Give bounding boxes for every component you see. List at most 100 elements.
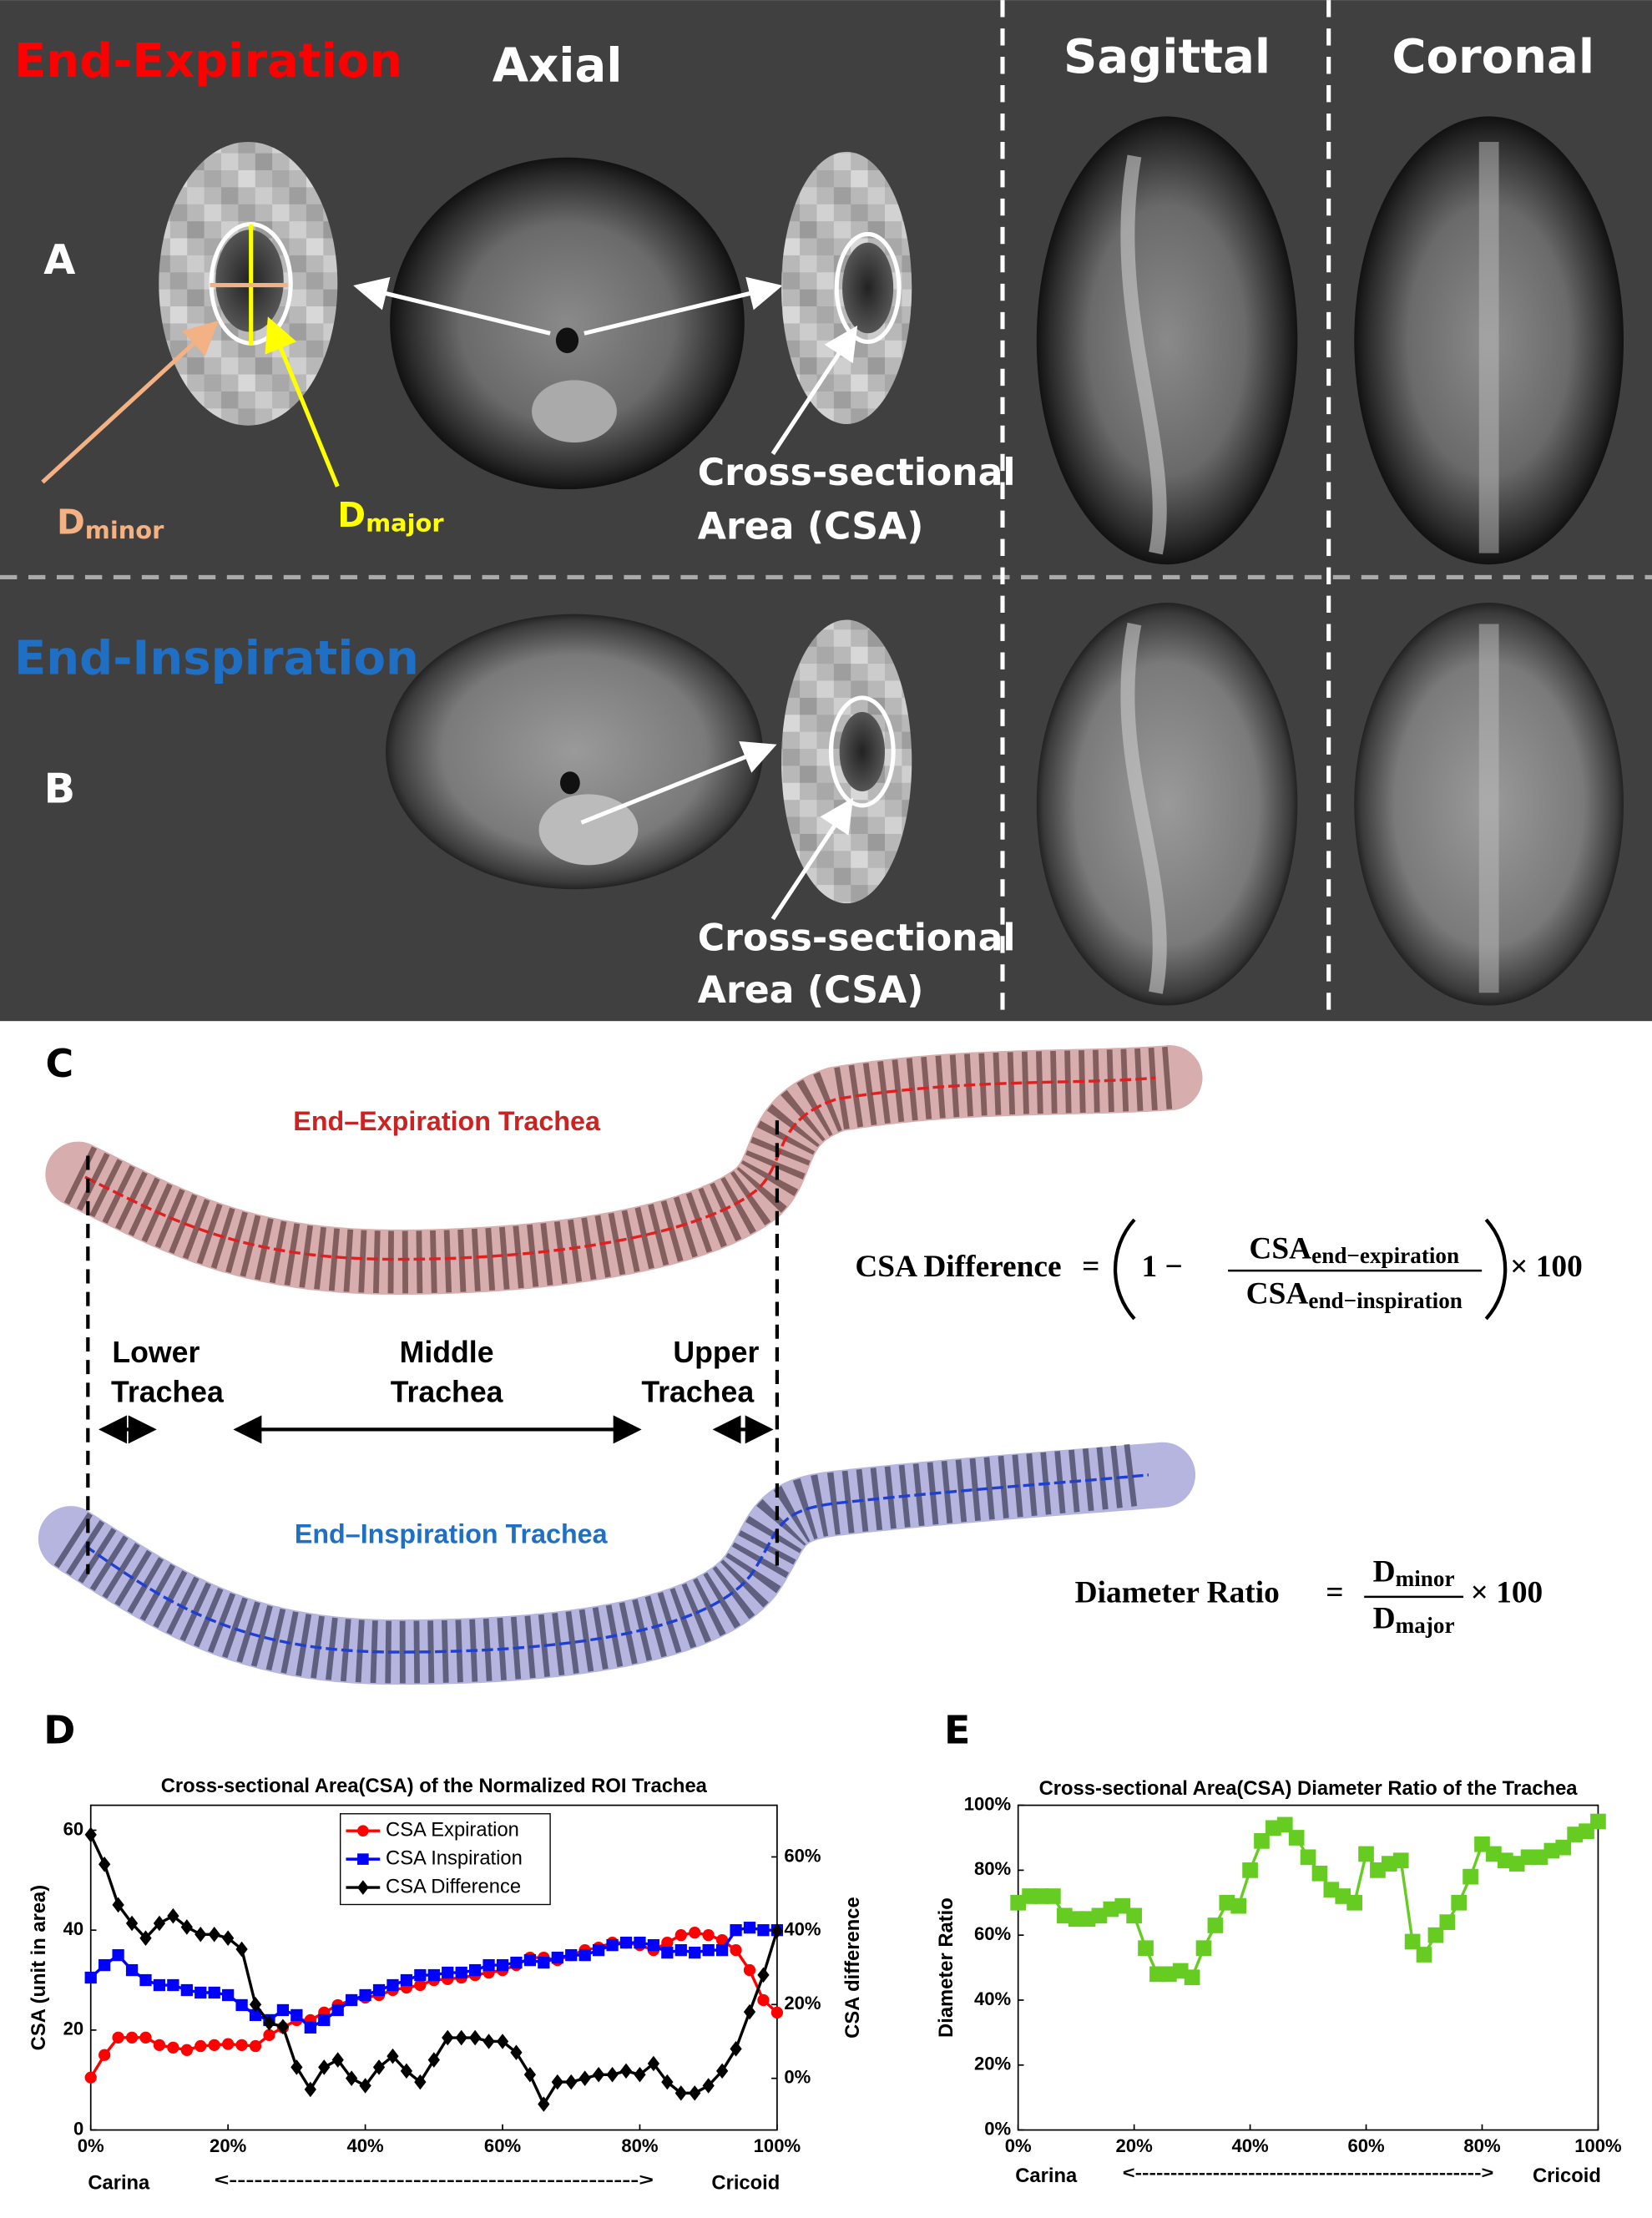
point: [386, 2048, 399, 2064]
arrow: [353, 276, 551, 336]
point: [538, 1956, 550, 1969]
trachea-label: End–Inspiration Trachea: [295, 1518, 609, 1549]
x-tick-label: 0%: [78, 2135, 104, 2156]
y-tick-label: 0: [73, 2118, 83, 2139]
point: [290, 2008, 303, 2022]
y-tick-label: 40%: [974, 1988, 1012, 2009]
y-tick-label: 80%: [974, 1858, 1012, 1879]
numerator: Dminor: [1373, 1554, 1455, 1591]
point: [1230, 1897, 1247, 1914]
point: [674, 1929, 687, 1942]
y-tick-label: 20: [63, 2018, 84, 2039]
point: [318, 2059, 331, 2075]
point: [195, 1927, 207, 1943]
point: [523, 1953, 537, 1967]
column-header: Sagittal: [1063, 30, 1271, 84]
point: [249, 2039, 262, 2053]
point: [565, 2074, 578, 2090]
point: [304, 2081, 316, 2098]
trachea-spot: [555, 327, 579, 354]
point: [674, 1943, 687, 1957]
tissue: [1120, 154, 1167, 555]
subscript: minor: [1396, 1566, 1455, 1591]
symbol: D: [57, 503, 85, 543]
point: [455, 2029, 467, 2046]
point: [84, 1971, 97, 1984]
point: [647, 1939, 660, 1952]
point: [455, 1966, 467, 1979]
point: [1358, 1846, 1374, 1862]
point: [167, 2041, 179, 2054]
point: [331, 2003, 344, 2017]
point: [1254, 1833, 1270, 1849]
region-label: Trachea: [641, 1375, 755, 1408]
point: [715, 1934, 729, 1947]
legend-label: CSA Difference: [386, 1875, 521, 1897]
y-tick-label: 0%: [984, 2118, 1011, 2139]
denominator: CSAend−inspiration: [1246, 1276, 1463, 1313]
point: [565, 1948, 578, 1962]
lumen: [839, 711, 885, 791]
point: [153, 1978, 166, 1992]
point: [1045, 1888, 1061, 1904]
point: [619, 2063, 633, 2079]
csa-label: Cross-sectional: [698, 452, 1016, 494]
point: [551, 1951, 563, 1964]
point: [702, 1929, 715, 1942]
point: [167, 1907, 179, 1924]
y-axis-label: Diameter Ratio: [935, 1897, 957, 2038]
x-tick-label: 20%: [1116, 2135, 1154, 2156]
point: [1392, 1852, 1409, 1869]
csa-label: Cross-sectional: [698, 917, 1016, 959]
point: [606, 2066, 619, 2083]
tissue: [532, 380, 617, 443]
point: [1463, 1868, 1478, 1885]
point: [551, 2074, 563, 2090]
point: [578, 2070, 591, 2086]
y-tick-label: 40: [63, 1918, 84, 1939]
y2-tick-label: 0%: [784, 2067, 811, 2088]
point: [1311, 1865, 1328, 1882]
csa-formula: CSA Difference = 1 − CSAend−expiration C…: [855, 1218, 1583, 1321]
point: [414, 1978, 427, 1992]
formula-term: × 100: [1510, 1250, 1583, 1284]
point: [1346, 1894, 1362, 1911]
numerator: CSAend−expiration: [1249, 1231, 1459, 1268]
point: [372, 1983, 386, 1997]
row-header: End-Expiration: [14, 34, 402, 88]
point: [112, 2031, 124, 2044]
point: [592, 1943, 605, 1957]
point: [442, 1966, 454, 1979]
point: [523, 2066, 537, 2083]
paren: [1113, 1218, 1136, 1321]
point: [1276, 1816, 1293, 1833]
lumen: [842, 242, 894, 334]
point: [743, 1922, 756, 1934]
point: [125, 1963, 139, 1977]
point: [359, 2078, 371, 2094]
point: [208, 1986, 220, 1999]
y2-axis-label: CSA difference: [841, 1897, 864, 2038]
region-label: Middle: [400, 1336, 494, 1369]
d-minor-label: Dminor: [57, 503, 164, 544]
x-tick-label: 40%: [1231, 2135, 1269, 2156]
point: [1590, 1813, 1606, 1830]
symbol: D: [1373, 1601, 1396, 1635]
point: [99, 1857, 111, 1872]
point: [1288, 1830, 1305, 1846]
arrow: [41, 320, 219, 484]
x-start-label: Carina: [88, 2171, 150, 2194]
y2-tick-label: 40%: [784, 1919, 821, 1940]
point: [578, 1948, 591, 1962]
subscript: minor: [85, 516, 164, 544]
point: [661, 1946, 674, 1959]
point: [770, 2006, 784, 2019]
inspiration-trachea: [38, 1442, 1196, 1685]
y-axis-label: CSA (unit in area): [28, 1885, 50, 2051]
point: [689, 1927, 701, 1939]
point: [702, 1943, 715, 1957]
axial-image: [390, 157, 745, 490]
region-label: Upper: [673, 1336, 759, 1369]
point: [1300, 1849, 1316, 1866]
